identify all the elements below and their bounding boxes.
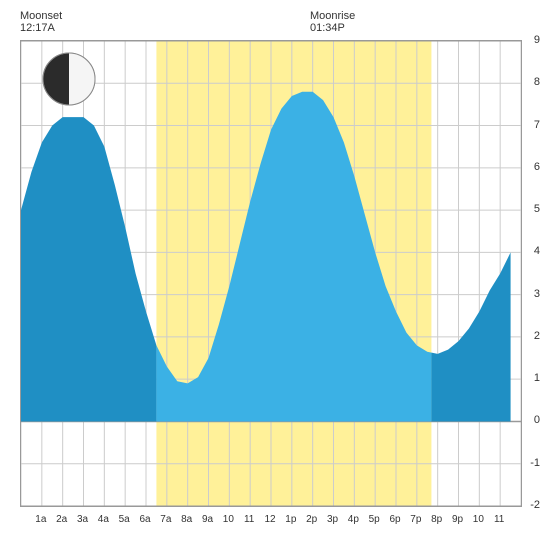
x-axis: 1a 2a 3a 4a 5a 6a 7a 8a 9a 10 11 12 1p 2p 3p 4p 5p 6p 7p 8p… bbox=[20, 510, 520, 530]
x-tick-label: 7p bbox=[410, 514, 421, 525]
x-tick-label: 5a bbox=[119, 514, 130, 525]
x-tick-label: 2a bbox=[56, 514, 67, 525]
x-tick-label: 3a bbox=[77, 514, 88, 525]
y-tick-label: 5 bbox=[534, 203, 540, 215]
moonrise-label: Moonrise bbox=[310, 10, 355, 22]
moonrise-time: 01:34P bbox=[310, 22, 355, 34]
moonset-label: Moonset bbox=[20, 10, 62, 22]
x-tick-label: 6p bbox=[389, 514, 400, 525]
x-tick-label: 1a bbox=[35, 514, 46, 525]
x-tick-label: 9a bbox=[202, 514, 213, 525]
x-tick-label: 2p bbox=[306, 514, 317, 525]
x-tick-label: 3p bbox=[327, 514, 338, 525]
x-tick-label: 11 bbox=[494, 514, 504, 525]
x-tick-label: 10 bbox=[473, 514, 484, 525]
x-tick-label: 8a bbox=[181, 514, 192, 525]
y-tick-label: -2 bbox=[530, 499, 540, 511]
x-tick-label: 5p bbox=[369, 514, 380, 525]
x-tick-label: 8p bbox=[431, 514, 442, 525]
moonset-block: Moonset 12:17A bbox=[20, 10, 62, 34]
x-tick-label: 10 bbox=[223, 514, 234, 525]
moon-phase-icon bbox=[42, 52, 96, 109]
y-tick-label: 4 bbox=[534, 245, 540, 257]
y-tick-label: 7 bbox=[534, 119, 540, 131]
chart-header: Moonset 12:17A Moonrise 01:34P bbox=[10, 10, 520, 40]
x-tick-label: 12 bbox=[264, 514, 275, 525]
y-tick-label: 3 bbox=[534, 288, 540, 300]
y-tick-label: -1 bbox=[530, 457, 540, 469]
tide-chart-container: Moonset 12:17A Moonrise 01:34P -2-101234… bbox=[10, 10, 540, 540]
y-tick-label: 0 bbox=[534, 414, 540, 426]
tide-svg bbox=[21, 41, 521, 506]
y-tick-label: 6 bbox=[534, 161, 540, 173]
plot-area bbox=[20, 40, 522, 507]
x-tick-label: 11 bbox=[244, 514, 254, 525]
moonset-time: 12:17A bbox=[20, 22, 62, 34]
x-tick-label: 6a bbox=[139, 514, 150, 525]
x-tick-label: 4a bbox=[98, 514, 109, 525]
y-tick-label: 1 bbox=[534, 372, 540, 384]
y-axis: -2-10123456789 bbox=[522, 40, 540, 505]
moonrise-block: Moonrise 01:34P bbox=[310, 10, 355, 34]
x-tick-label: 4p bbox=[348, 514, 359, 525]
x-tick-label: 7a bbox=[160, 514, 171, 525]
y-tick-label: 8 bbox=[534, 76, 540, 88]
y-tick-label: 2 bbox=[534, 330, 540, 342]
y-tick-label: 9 bbox=[534, 34, 540, 46]
x-tick-label: 9p bbox=[452, 514, 463, 525]
x-tick-label: 1p bbox=[285, 514, 296, 525]
